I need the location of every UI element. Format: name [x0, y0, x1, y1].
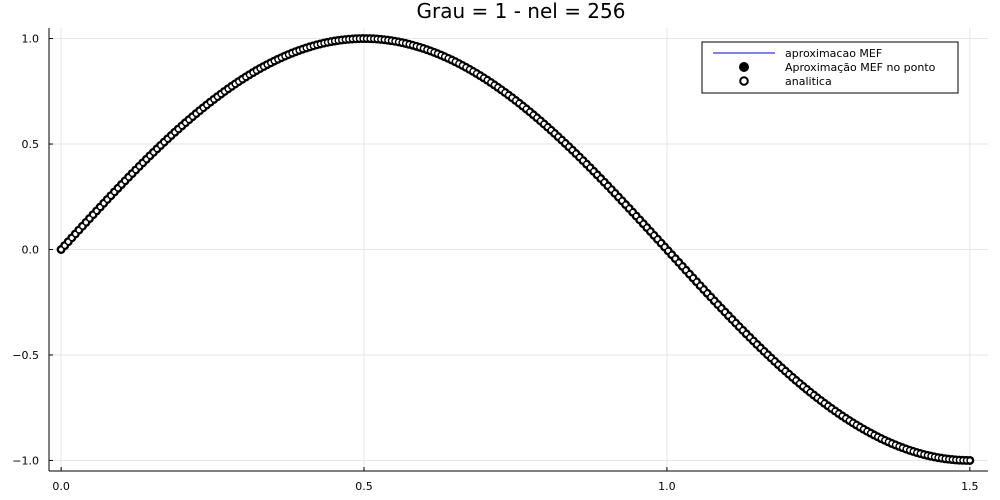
- x-tick-label: 0.5: [355, 480, 373, 493]
- legend-label: Aproximação MEF no ponto: [785, 61, 936, 74]
- grid: [49, 28, 988, 471]
- x-tick-label: 0.0: [52, 480, 70, 493]
- axes: 0.0 0.5 1.0 1.5 −1.0 −0.5 0.0 0.5 1.0: [12, 28, 988, 493]
- y-tick-label: 0.5: [22, 138, 40, 151]
- x-tick-label: 1.0: [658, 480, 676, 493]
- x-tick-label: 1.5: [961, 480, 979, 493]
- legend-label: analitica: [785, 75, 832, 88]
- chart-title: Grau = 1 - nel = 256: [417, 0, 626, 23]
- legend-filled-marker: [739, 62, 749, 72]
- point-analitica: [966, 456, 974, 464]
- series-layer: [56, 34, 975, 465]
- y-tick-label: 1.0: [22, 33, 40, 46]
- y-tick-label: 0.0: [22, 244, 40, 257]
- legend-label: aproximacao MEF: [785, 47, 882, 60]
- legend-hollow-marker: [739, 76, 749, 86]
- y-tick-label: −0.5: [12, 349, 39, 362]
- y-tick-label: −1.0: [12, 454, 39, 467]
